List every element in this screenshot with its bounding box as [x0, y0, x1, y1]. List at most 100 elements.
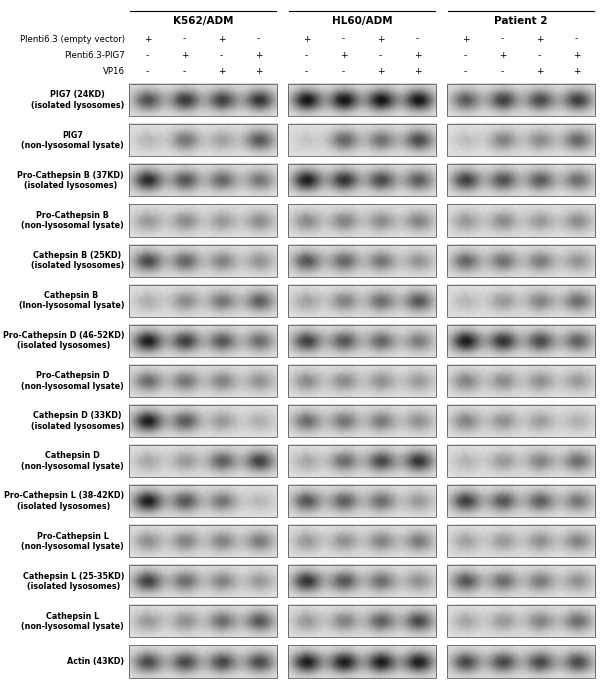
Text: -: -: [305, 67, 308, 77]
Text: Cathepsin D
(non-lysosomal lysate): Cathepsin D (non-lysosomal lysate): [22, 451, 124, 471]
Bar: [447, 645, 595, 677]
Text: +: +: [499, 51, 506, 60]
Bar: [129, 645, 277, 677]
Text: -: -: [501, 34, 504, 44]
Text: +: +: [144, 34, 151, 44]
Text: +: +: [573, 51, 580, 60]
Text: Pro-Cathepsin B
(non-lysosomal lysate): Pro-Cathepsin B (non-lysosomal lysate): [22, 211, 124, 230]
Text: -: -: [342, 34, 345, 44]
Bar: [288, 645, 436, 677]
Bar: [288, 365, 436, 397]
Text: Cathepsin B (25KD)
(isolated lysosomes): Cathepsin B (25KD) (isolated lysosomes): [31, 251, 124, 271]
Bar: [129, 525, 277, 558]
Text: -: -: [342, 67, 345, 77]
Bar: [288, 204, 436, 236]
Text: Pro-Cathepsin B (37KD)
(isolated lysosomes): Pro-Cathepsin B (37KD) (isolated lysosom…: [17, 171, 124, 190]
Text: -: -: [464, 67, 467, 77]
Text: Pro-Cathepsin L (38-42KD)
(isolated lysosomes): Pro-Cathepsin L (38-42KD) (isolated lyso…: [4, 491, 124, 511]
Text: +: +: [340, 51, 347, 60]
Text: -: -: [146, 67, 149, 77]
Text: +: +: [462, 34, 469, 44]
Text: -: -: [305, 51, 308, 60]
Text: +: +: [303, 34, 310, 44]
Text: +: +: [255, 67, 262, 77]
Text: -: -: [501, 67, 504, 77]
Text: +: +: [414, 67, 421, 77]
Bar: [129, 245, 277, 277]
Text: +: +: [218, 34, 226, 44]
Bar: [129, 606, 277, 638]
Bar: [447, 405, 595, 437]
Bar: [288, 84, 436, 116]
Text: Actin (43KD): Actin (43KD): [67, 657, 124, 666]
Bar: [288, 606, 436, 638]
Text: Plenti6.3-PIG7: Plenti6.3-PIG7: [64, 51, 125, 60]
Bar: [447, 445, 595, 477]
Text: Cathepsin L
(non-lysosomal lysate): Cathepsin L (non-lysosomal lysate): [22, 612, 124, 631]
Bar: [447, 485, 595, 517]
Text: Patient 2: Patient 2: [494, 16, 548, 26]
Bar: [447, 245, 595, 277]
Bar: [129, 365, 277, 397]
Text: Pro-Cathepsin D
(non-lysosomal lysate): Pro-Cathepsin D (non-lysosomal lysate): [22, 371, 124, 390]
Text: -: -: [183, 67, 186, 77]
Text: +: +: [536, 67, 544, 77]
Text: +: +: [536, 34, 544, 44]
Text: -: -: [257, 34, 260, 44]
Text: Plenti6.3 (empty vector): Plenti6.3 (empty vector): [20, 34, 125, 44]
Bar: [447, 164, 595, 197]
Bar: [447, 325, 595, 357]
Bar: [129, 565, 277, 597]
Bar: [447, 606, 595, 638]
Bar: [129, 405, 277, 437]
Bar: [447, 204, 595, 236]
Bar: [288, 325, 436, 357]
Bar: [447, 124, 595, 156]
Text: -: -: [220, 51, 223, 60]
Text: Cathepsin B
(lnon-lysosomal lysate): Cathepsin B (lnon-lysosomal lysate): [19, 291, 124, 310]
Text: -: -: [575, 34, 578, 44]
Bar: [288, 525, 436, 558]
Text: +: +: [377, 67, 385, 77]
Bar: [288, 124, 436, 156]
Text: VP16: VP16: [103, 67, 125, 77]
Text: +: +: [218, 67, 226, 77]
Bar: [129, 124, 277, 156]
Bar: [447, 565, 595, 597]
Bar: [129, 445, 277, 477]
Bar: [288, 445, 436, 477]
Text: Cathepsin L (25-35KD)
(isolated lysosomes): Cathepsin L (25-35KD) (isolated lysosome…: [23, 572, 124, 591]
Bar: [447, 84, 595, 116]
Bar: [129, 325, 277, 357]
Text: PIG7 (24KD)
(isolated lysosomes): PIG7 (24KD) (isolated lysosomes): [31, 90, 124, 110]
Text: K562/ADM: K562/ADM: [173, 16, 233, 26]
Bar: [288, 285, 436, 316]
Text: +: +: [573, 67, 580, 77]
Bar: [129, 164, 277, 197]
Text: -: -: [416, 34, 419, 44]
Text: Pro-Cathepsin L
(non-lysosomal lysate): Pro-Cathepsin L (non-lysosomal lysate): [22, 532, 124, 551]
Text: HL60/ADM: HL60/ADM: [332, 16, 392, 26]
Text: +: +: [181, 51, 188, 60]
Text: -: -: [464, 51, 467, 60]
Text: +: +: [414, 51, 421, 60]
Text: -: -: [183, 34, 186, 44]
Text: -: -: [146, 51, 149, 60]
Text: Cathepsin D (33KD)
(isolated lysosomes): Cathepsin D (33KD) (isolated lysosomes): [31, 411, 124, 431]
Bar: [288, 405, 436, 437]
Bar: [447, 365, 595, 397]
Text: -: -: [379, 51, 382, 60]
Bar: [129, 84, 277, 116]
Text: PIG7
(non-lysosomal lysate): PIG7 (non-lysosomal lysate): [22, 131, 124, 150]
Bar: [129, 285, 277, 316]
Text: +: +: [377, 34, 385, 44]
Bar: [129, 204, 277, 236]
Bar: [288, 565, 436, 597]
Bar: [447, 285, 595, 316]
Bar: [288, 164, 436, 197]
Bar: [129, 485, 277, 517]
Text: +: +: [255, 51, 262, 60]
Bar: [288, 485, 436, 517]
Text: -: -: [538, 51, 541, 60]
Text: Pro-Cathepsin D (46-52KD)
(isolated lysosomes): Pro-Cathepsin D (46-52KD) (isolated lyso…: [2, 331, 124, 351]
